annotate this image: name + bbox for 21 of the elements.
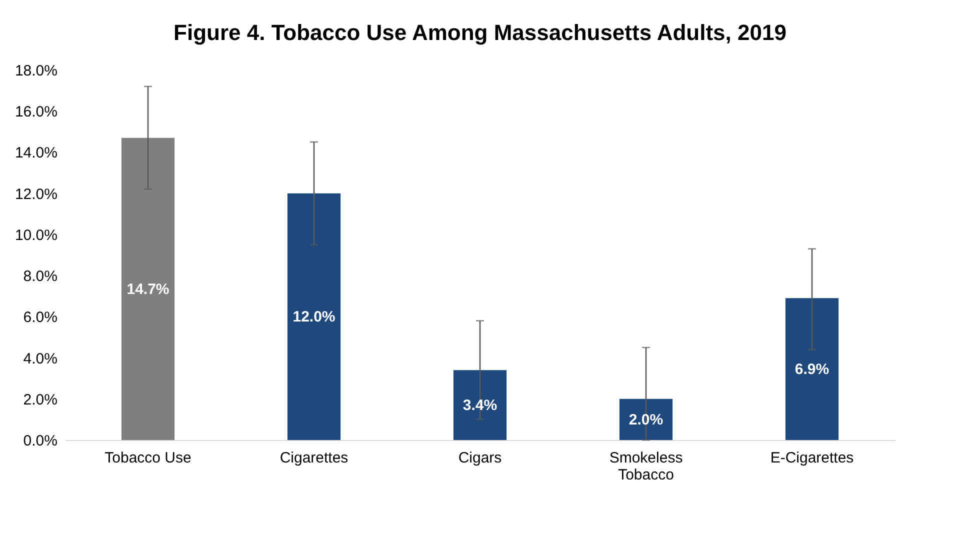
x-tick-label: E-Cigarettes <box>770 450 854 466</box>
x-tick-label: Cigarettes <box>280 450 348 466</box>
data-label: 2.0% <box>628 411 664 428</box>
y-tick-label: 8.0% <box>23 268 58 286</box>
y-tick-label: 16.0% <box>14 104 58 121</box>
x-tick-label: Smokeless Tobacco <box>609 450 683 484</box>
x-tick-label: Tobacco Use <box>104 450 192 466</box>
data-label: 14.7% <box>126 280 170 298</box>
y-tick-label: 4.0% <box>23 350 58 368</box>
data-label: 3.4% <box>462 397 498 414</box>
x-tick-label: Cigars <box>458 450 502 466</box>
y-tick-label: 12.0% <box>14 186 58 203</box>
y-tick-label: 6.0% <box>23 309 58 326</box>
y-tick-label: 10.0% <box>14 226 58 244</box>
y-tick-label: 18.0% <box>14 62 58 80</box>
chart-title: Figure 4. Tobacco Use Among Massachusetts Adults, 2019 <box>174 20 786 45</box>
y-tick-label: 14.0% <box>14 144 58 162</box>
data-label: 6.9% <box>794 361 830 378</box>
y-tick-label: 2.0% <box>23 391 58 408</box>
data-label: 12.0% <box>292 308 336 326</box>
y-tick-label: 0.0% <box>23 432 58 450</box>
